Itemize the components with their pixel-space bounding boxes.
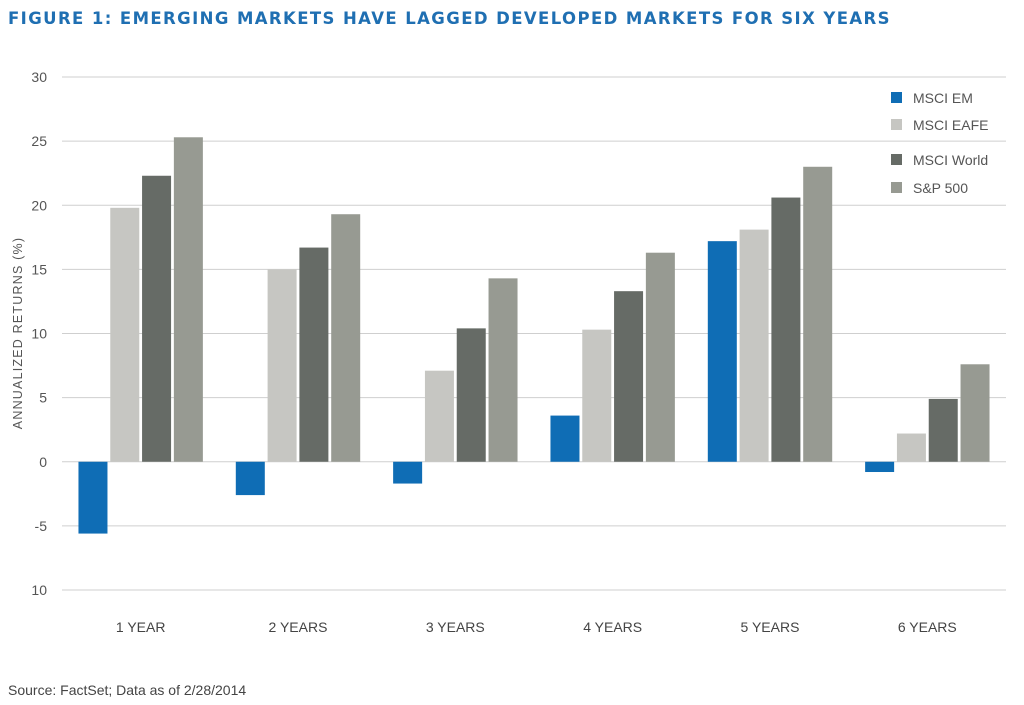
x-category-label: 6 YEARS [898, 619, 957, 635]
bar [739, 229, 769, 462]
legend-swatch [891, 154, 902, 165]
y-tick-label: 15 [31, 261, 47, 277]
bar [424, 370, 454, 462]
bar [645, 252, 675, 462]
bar [235, 461, 265, 496]
y-tick-label: 30 [31, 69, 47, 85]
legend-swatch [891, 119, 902, 130]
bar [582, 329, 612, 462]
legend-label: MSCI EM [913, 90, 973, 106]
x-category-label: 5 YEARS [741, 619, 800, 635]
bar [456, 328, 486, 462]
y-axis-ticks: 30 25 20 15 10 5 0 -5 10 [31, 69, 47, 598]
chart-title: FIGURE 1: EMERGING MARKETS HAVE LAGGED D… [8, 9, 891, 28]
y-tick-label: 10 [31, 326, 47, 342]
y-axis-label: ANNUALIZED RETURNS (%) [11, 237, 25, 429]
grid-lines [62, 76, 1006, 591]
bar [267, 269, 297, 462]
bar [393, 461, 423, 484]
y-tick-label: 25 [31, 133, 47, 149]
x-category-label: 1 YEAR [116, 619, 166, 635]
x-category-label: 3 YEARS [426, 619, 485, 635]
y-tick-label: 5 [39, 390, 47, 406]
y-tick-label: -5 [35, 518, 48, 534]
bar [707, 241, 737, 462]
bar [928, 398, 958, 462]
y-tick-label: 10 [31, 582, 47, 598]
bar [299, 247, 329, 462]
legend-label: MSCI World [913, 152, 988, 168]
legend-swatch [891, 182, 902, 193]
bar [331, 214, 361, 462]
x-category-label: 4 YEARS [583, 619, 642, 635]
legend-swatch [891, 92, 902, 103]
bar [78, 461, 108, 534]
legend-label: MSCI EAFE [913, 117, 988, 133]
x-axis-categories: 1 YEAR 2 YEARS 3 YEARS 4 YEARS 5 YEARS 6 YEAR… [116, 619, 957, 635]
y-tick-label: 20 [31, 197, 47, 213]
y-tick-label: 0 [39, 454, 47, 470]
bar [896, 433, 926, 462]
bar [614, 291, 644, 462]
bar [960, 364, 990, 462]
bar [488, 278, 518, 462]
bar [110, 207, 140, 462]
source-note: Source: FactSet; Data as of 2/28/2014 [8, 682, 247, 698]
bar [550, 415, 580, 462]
bar [142, 175, 172, 462]
bar [865, 461, 895, 473]
legend-label: S&P 500 [913, 180, 968, 196]
legend: MSCI EM MSCI EAFE MSCI World S&P 500 [891, 90, 988, 196]
x-category-label: 2 YEARS [269, 619, 328, 635]
bars [78, 137, 990, 534]
bar [173, 137, 203, 462]
bar [803, 166, 833, 462]
bar [771, 197, 801, 462]
